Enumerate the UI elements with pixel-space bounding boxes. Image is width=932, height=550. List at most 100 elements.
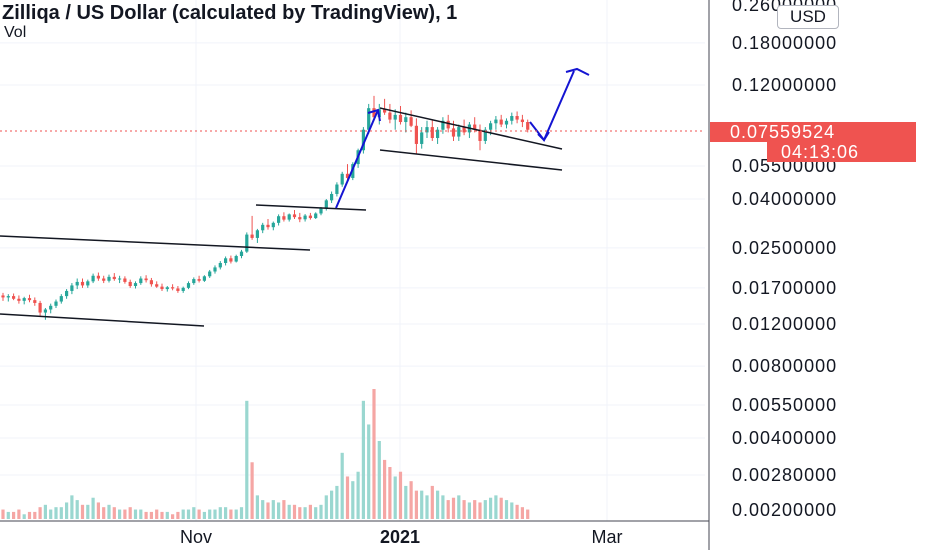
volume-bar — [80, 504, 85, 519]
volume-bar — [372, 389, 376, 519]
candle-body — [489, 123, 493, 130]
candle-body — [277, 216, 281, 223]
volume-bar — [218, 507, 222, 519]
candle-body — [345, 173, 350, 178]
candle-body — [526, 122, 530, 130]
volume-bar — [149, 511, 153, 519]
volume-bar — [49, 509, 53, 519]
volume-bar — [107, 504, 111, 519]
candle-body — [208, 271, 212, 277]
candle-body — [478, 129, 482, 141]
candle-body — [441, 120, 445, 130]
candle-body — [149, 280, 153, 285]
candle-body — [133, 283, 138, 287]
flag-top-line — [379, 107, 563, 150]
volume-bar — [27, 511, 32, 519]
projection-arrow — [529, 70, 575, 142]
candle-body — [436, 129, 440, 139]
volume-bar — [192, 507, 196, 519]
volume-bar — [441, 495, 445, 519]
volume-bar — [351, 481, 355, 519]
candle-body — [160, 286, 164, 290]
volume-bar — [345, 476, 350, 519]
price-tick-label: 0.12000000 — [732, 75, 837, 95]
volume-bar — [330, 490, 334, 519]
volume-bar — [367, 424, 371, 519]
candle-body — [1, 295, 5, 298]
volume-bar — [483, 500, 487, 519]
volume-bar — [239, 507, 244, 519]
candle-body — [186, 283, 191, 288]
volume-bar — [494, 495, 498, 519]
volume-bar — [277, 502, 281, 519]
candle-body — [213, 267, 217, 272]
candle-body — [91, 275, 95, 282]
flag-bottom-line — [379, 149, 563, 171]
volume-bar — [340, 452, 344, 519]
volume-bar — [165, 511, 169, 519]
candle-body — [139, 278, 143, 284]
candle-body — [54, 301, 58, 306]
candle-body — [367, 108, 371, 130]
price-tick-label: 0.04000000 — [732, 189, 837, 209]
candle-body — [165, 287, 169, 290]
volume-bar — [54, 507, 58, 519]
candle-body — [361, 129, 365, 151]
volume-bar — [17, 509, 21, 519]
candle-body — [155, 284, 159, 287]
candle-body — [80, 281, 85, 286]
volume-bar — [314, 507, 318, 519]
volume-bar — [181, 509, 185, 519]
volume-bar — [446, 500, 450, 519]
candle-body — [229, 258, 233, 262]
chart-title: Zilliqa / US Dollar (calculated by Tradi… — [2, 2, 458, 24]
chart-grid — [0, 0, 705, 521]
candle-body — [118, 278, 122, 280]
candle-body — [86, 281, 90, 286]
volume-bar — [75, 500, 79, 519]
candle-body — [65, 290, 69, 297]
volume-bar — [245, 400, 249, 519]
volume-bar — [118, 509, 122, 519]
candle-body — [335, 184, 339, 194]
volume-bar — [489, 497, 493, 519]
volume-bar — [467, 502, 471, 519]
price-tick-label: 0.00400000 — [732, 428, 837, 448]
volume-bar — [356, 471, 360, 519]
candle-body — [102, 278, 106, 281]
volume-bar — [377, 441, 381, 519]
volume-bar — [171, 514, 175, 519]
volume-bar — [22, 514, 26, 519]
volume-bar — [388, 467, 392, 519]
volume-bar — [383, 459, 387, 519]
volume-bar — [308, 504, 312, 519]
candle-countdown-tag: 04:13:06 — [767, 142, 916, 162]
candle-body — [49, 305, 53, 310]
candle-body — [330, 193, 334, 201]
currency-selector[interactable]: USD — [777, 5, 839, 29]
candle-body — [171, 287, 175, 289]
candle-body — [340, 173, 344, 185]
volume-bar — [234, 509, 238, 519]
volume-bar — [303, 507, 307, 519]
volume-bar — [420, 490, 424, 519]
volume-bar — [102, 507, 106, 519]
volume-bar — [229, 509, 233, 519]
candle-body — [12, 296, 16, 299]
candle-body — [520, 119, 524, 123]
projection-arrowhead — [565, 67, 590, 76]
volume-bar — [404, 485, 408, 519]
candle-body — [457, 127, 461, 137]
candle-body — [425, 127, 429, 133]
candle-body — [112, 276, 116, 280]
volume-bar — [133, 509, 138, 519]
volume-bar — [43, 504, 47, 519]
candle-body — [27, 298, 32, 301]
volume-bar — [155, 509, 159, 519]
candle-body — [398, 114, 403, 123]
candle-body — [292, 214, 297, 218]
candle-body — [430, 127, 434, 139]
price-tick-label: 0.18000000 — [732, 33, 837, 53]
volume-bar — [451, 497, 456, 519]
